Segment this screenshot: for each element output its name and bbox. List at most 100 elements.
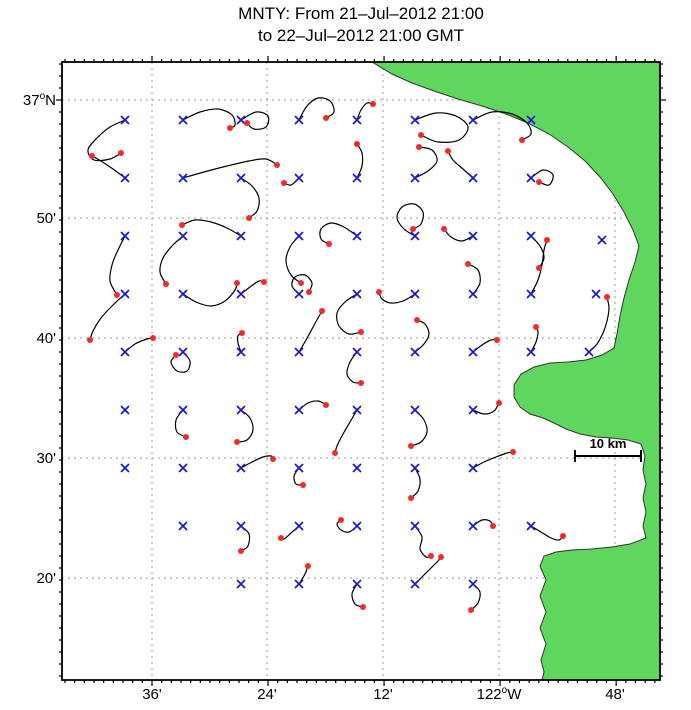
label-text: 37 bbox=[23, 92, 40, 109]
start-marker-icon bbox=[468, 173, 478, 183]
start-marker-icon bbox=[178, 347, 188, 357]
trajectory-path bbox=[336, 519, 358, 533]
trajectory-path bbox=[530, 525, 564, 541]
start-marker-icon bbox=[597, 235, 607, 245]
x-tick-label: 24' bbox=[257, 686, 277, 703]
y-tick-label: 40' bbox=[36, 330, 56, 347]
start-marker-icon bbox=[178, 463, 188, 473]
trajectory-path bbox=[89, 293, 126, 341]
end-marker-dot bbox=[323, 402, 329, 408]
start-marker-icon bbox=[294, 231, 304, 241]
start-marker-icon bbox=[410, 579, 420, 589]
end-marker-dot bbox=[238, 548, 244, 554]
x-tick-label: 36' bbox=[142, 686, 162, 703]
start-marker-icon bbox=[294, 463, 304, 473]
trajectory-path bbox=[182, 158, 278, 179]
end-marker-dot bbox=[305, 563, 311, 569]
trajectory-path bbox=[240, 455, 274, 469]
end-marker-dot bbox=[358, 329, 364, 335]
end-marker-dot bbox=[544, 237, 550, 243]
start-marker-icon bbox=[468, 579, 478, 589]
end-marker-dot bbox=[370, 101, 376, 107]
trajectory-path bbox=[530, 239, 548, 295]
end-marker-dot bbox=[234, 439, 240, 445]
end-marker-dot bbox=[173, 352, 179, 358]
trajectory-path bbox=[530, 169, 554, 186]
end-marker-dot bbox=[246, 215, 252, 221]
end-marker-dot bbox=[300, 482, 306, 488]
figure-title-line2: to 22–Jul–2012 21:00 GMT bbox=[258, 26, 464, 45]
trajectory-path bbox=[240, 177, 260, 219]
start-marker-icon bbox=[178, 405, 188, 415]
start-marker-icon bbox=[352, 173, 362, 183]
start-marker-icon bbox=[410, 115, 420, 125]
start-marker-icon bbox=[236, 289, 246, 299]
end-marker-dot bbox=[408, 443, 414, 449]
trajectory-path bbox=[443, 228, 474, 242]
trajectory-path bbox=[336, 293, 362, 335]
scale-bar-label: 10 km bbox=[590, 436, 627, 451]
start-marker-icon bbox=[584, 347, 594, 357]
end-marker-dot bbox=[239, 330, 245, 336]
start-marker-icon bbox=[468, 347, 478, 357]
end-marker-dot bbox=[408, 495, 414, 501]
start-marker-icon bbox=[352, 289, 362, 299]
end-marker-dot bbox=[414, 317, 420, 323]
end-marker-dot bbox=[281, 180, 287, 186]
start-marker-icon bbox=[120, 463, 130, 473]
end-marker-dot bbox=[536, 265, 542, 271]
trajectory-path bbox=[298, 310, 323, 353]
end-marker-dot bbox=[87, 337, 93, 343]
label-text: 122 bbox=[477, 686, 502, 703]
end-marker-dot bbox=[490, 523, 496, 529]
trajectory-path bbox=[182, 282, 238, 307]
scale-bar: 10 km bbox=[574, 436, 642, 462]
trajectory-path bbox=[472, 111, 532, 141]
end-marker-dot bbox=[278, 535, 284, 541]
markers-layer bbox=[87, 101, 610, 613]
start-marker-icon bbox=[468, 463, 478, 473]
start-marker-icon bbox=[120, 347, 130, 357]
start-marker-icon bbox=[120, 115, 130, 125]
trajectory-path bbox=[285, 235, 302, 284]
land-layer bbox=[370, 61, 661, 681]
start-marker-icon bbox=[236, 231, 246, 241]
end-marker-dot bbox=[332, 450, 338, 456]
end-marker-dot bbox=[360, 604, 366, 610]
trajectory-path bbox=[181, 219, 242, 237]
trajectory-path bbox=[472, 339, 498, 353]
start-marker-icon bbox=[526, 115, 536, 125]
end-marker-dot bbox=[261, 279, 267, 285]
end-marker-dot bbox=[410, 226, 416, 232]
start-marker-icon bbox=[120, 173, 130, 183]
end-marker-dot bbox=[338, 517, 344, 523]
end-marker-dot bbox=[323, 115, 329, 121]
start-marker-icon bbox=[410, 173, 420, 183]
start-marker-icon bbox=[236, 579, 246, 589]
end-marker-dot bbox=[179, 222, 185, 228]
end-marker-dot bbox=[494, 337, 500, 343]
x-tick-label: 48' bbox=[605, 686, 625, 703]
trajectory-path bbox=[410, 409, 428, 447]
start-marker-icon bbox=[526, 231, 536, 241]
start-marker-icon bbox=[236, 173, 246, 183]
end-marker-dot bbox=[604, 294, 610, 300]
start-marker-icon bbox=[352, 405, 362, 415]
start-marker-icon bbox=[352, 521, 362, 531]
trajectory-path bbox=[236, 409, 254, 443]
trajectory-path bbox=[410, 467, 421, 499]
start-marker-icon bbox=[294, 521, 304, 531]
start-marker-icon bbox=[178, 521, 188, 531]
start-marker-icon bbox=[410, 463, 420, 473]
trajectory-path bbox=[414, 525, 432, 558]
trajectory-path bbox=[414, 112, 469, 143]
end-marker-dot bbox=[306, 289, 312, 295]
end-marker-dot bbox=[441, 226, 447, 232]
end-marker-dot bbox=[354, 141, 360, 147]
trajectory-path bbox=[319, 222, 358, 245]
trajectory-path bbox=[291, 274, 313, 295]
start-marker-icon bbox=[178, 231, 188, 241]
end-marker-dot bbox=[376, 289, 382, 295]
